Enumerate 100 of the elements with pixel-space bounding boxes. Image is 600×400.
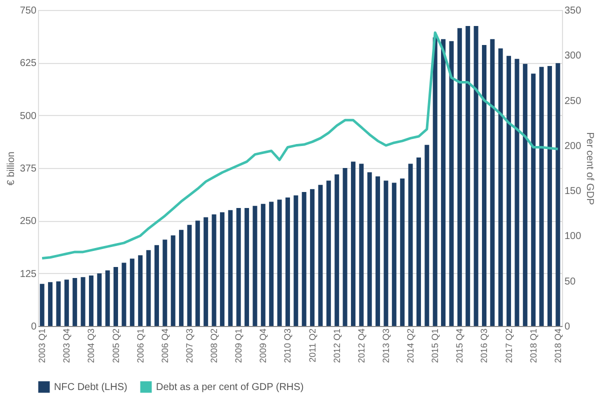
bar	[236, 208, 241, 326]
bar	[122, 262, 126, 326]
y2-tick-label: 300	[564, 50, 582, 62]
bar	[334, 174, 340, 326]
x-tick-label: 2007 Q3	[184, 328, 194, 364]
bar	[392, 182, 396, 326]
bar	[97, 273, 102, 326]
bar	[114, 267, 118, 326]
bar	[310, 189, 315, 326]
bar	[482, 44, 486, 326]
bar	[522, 64, 528, 326]
y-axis-title: € billion	[6, 152, 17, 186]
bar	[359, 164, 364, 326]
bar	[400, 178, 405, 326]
bar	[138, 255, 143, 326]
bar	[285, 197, 290, 326]
x-tick-label: 2014 Q2	[406, 328, 416, 364]
bar	[88, 275, 94, 326]
bar	[556, 63, 560, 326]
x-tick-label: 2009 Q4	[258, 328, 268, 364]
bar	[490, 39, 495, 326]
x-tick-label: 2009 Q1	[234, 328, 244, 364]
y2-tick-label: 250	[564, 96, 582, 107]
bar	[547, 66, 552, 326]
x-tick-label: 2012 Q4	[356, 328, 366, 364]
bar	[302, 192, 306, 326]
x-tick-label: 2010 Q3	[282, 328, 293, 364]
bar	[260, 204, 266, 326]
legend-label: Debt as a per cent of GDP (RHS)	[156, 382, 304, 393]
bar	[342, 168, 348, 326]
line-series	[40, 31, 560, 260]
bar	[416, 157, 421, 326]
x-tick-label: 2015 Q4	[454, 328, 465, 364]
bar	[376, 176, 380, 326]
bar	[539, 66, 544, 326]
bar	[449, 41, 454, 326]
y2-tick-label: 50	[564, 276, 576, 288]
x-tick-label: 2016 Q3	[479, 328, 490, 364]
bar	[457, 28, 462, 326]
x-tick-label: 2015 Q1	[430, 328, 440, 364]
bar	[474, 26, 478, 326]
y-tick-label: 375	[20, 164, 37, 174]
bar	[318, 184, 323, 326]
x-tick-label: 2018 Q1	[528, 328, 538, 364]
x-tick-label: 2006 Q1	[135, 328, 146, 364]
bar	[72, 278, 78, 326]
bar	[326, 180, 331, 326]
bar	[269, 202, 274, 326]
bar	[170, 235, 176, 326]
x-tick-label: 2003 Q4	[62, 328, 72, 364]
bar	[187, 224, 192, 326]
y2-tick-label: 0	[564, 322, 570, 332]
y-tick-label: 250	[20, 216, 37, 228]
bar	[162, 240, 168, 326]
bar	[64, 280, 69, 326]
x-tick-label: 2011 Q2	[307, 328, 318, 362]
bar	[130, 258, 134, 326]
bar	[48, 282, 53, 326]
bar	[294, 195, 298, 326]
y-tick-label: 625	[20, 58, 37, 70]
bar	[80, 277, 86, 326]
bar	[367, 172, 372, 326]
bar	[220, 212, 224, 326]
bar	[514, 58, 520, 326]
x-tick-label: 2012 Q1	[332, 328, 342, 364]
x-tick-label: 2018 Q4	[552, 328, 563, 364]
x-tick-label: 2005 Q2	[110, 328, 121, 364]
bar	[179, 230, 184, 326]
bar	[195, 220, 200, 326]
y-tick-label: 125	[20, 268, 37, 280]
y-tick-label: 500	[20, 110, 37, 122]
bar	[432, 37, 438, 326]
y2-tick-label: 200	[564, 140, 582, 152]
bar	[244, 208, 250, 326]
y-tick-label: 750	[20, 6, 37, 16]
bar	[212, 214, 216, 326]
x-tick-label: 2003 Q1	[37, 328, 48, 364]
bar	[498, 48, 503, 326]
bar	[146, 250, 151, 326]
bar	[277, 200, 282, 326]
bar	[441, 39, 446, 326]
x-tick-label: 2017 Q2	[504, 328, 514, 364]
bar	[506, 56, 512, 326]
x-tick-label: 2008 Q2	[209, 328, 220, 364]
x-tick-label: 2004 Q3	[86, 328, 96, 364]
bar	[350, 162, 356, 326]
bar	[228, 210, 233, 326]
bar	[408, 164, 413, 326]
bar	[56, 281, 61, 326]
y2-tick-label: 100	[564, 231, 582, 242]
bar	[204, 217, 208, 326]
bar	[154, 245, 159, 326]
y-tick-label: 0	[30, 322, 37, 332]
y2-tick-label: 150	[564, 186, 582, 198]
x-tick-label: 2013 Q3	[380, 328, 391, 364]
bar	[105, 270, 110, 326]
legend-label: NFC Debt (LHS)	[54, 382, 128, 393]
bar	[466, 26, 470, 326]
y2-axis-title: Per cent of GDP	[584, 132, 596, 206]
bar	[424, 144, 430, 326]
